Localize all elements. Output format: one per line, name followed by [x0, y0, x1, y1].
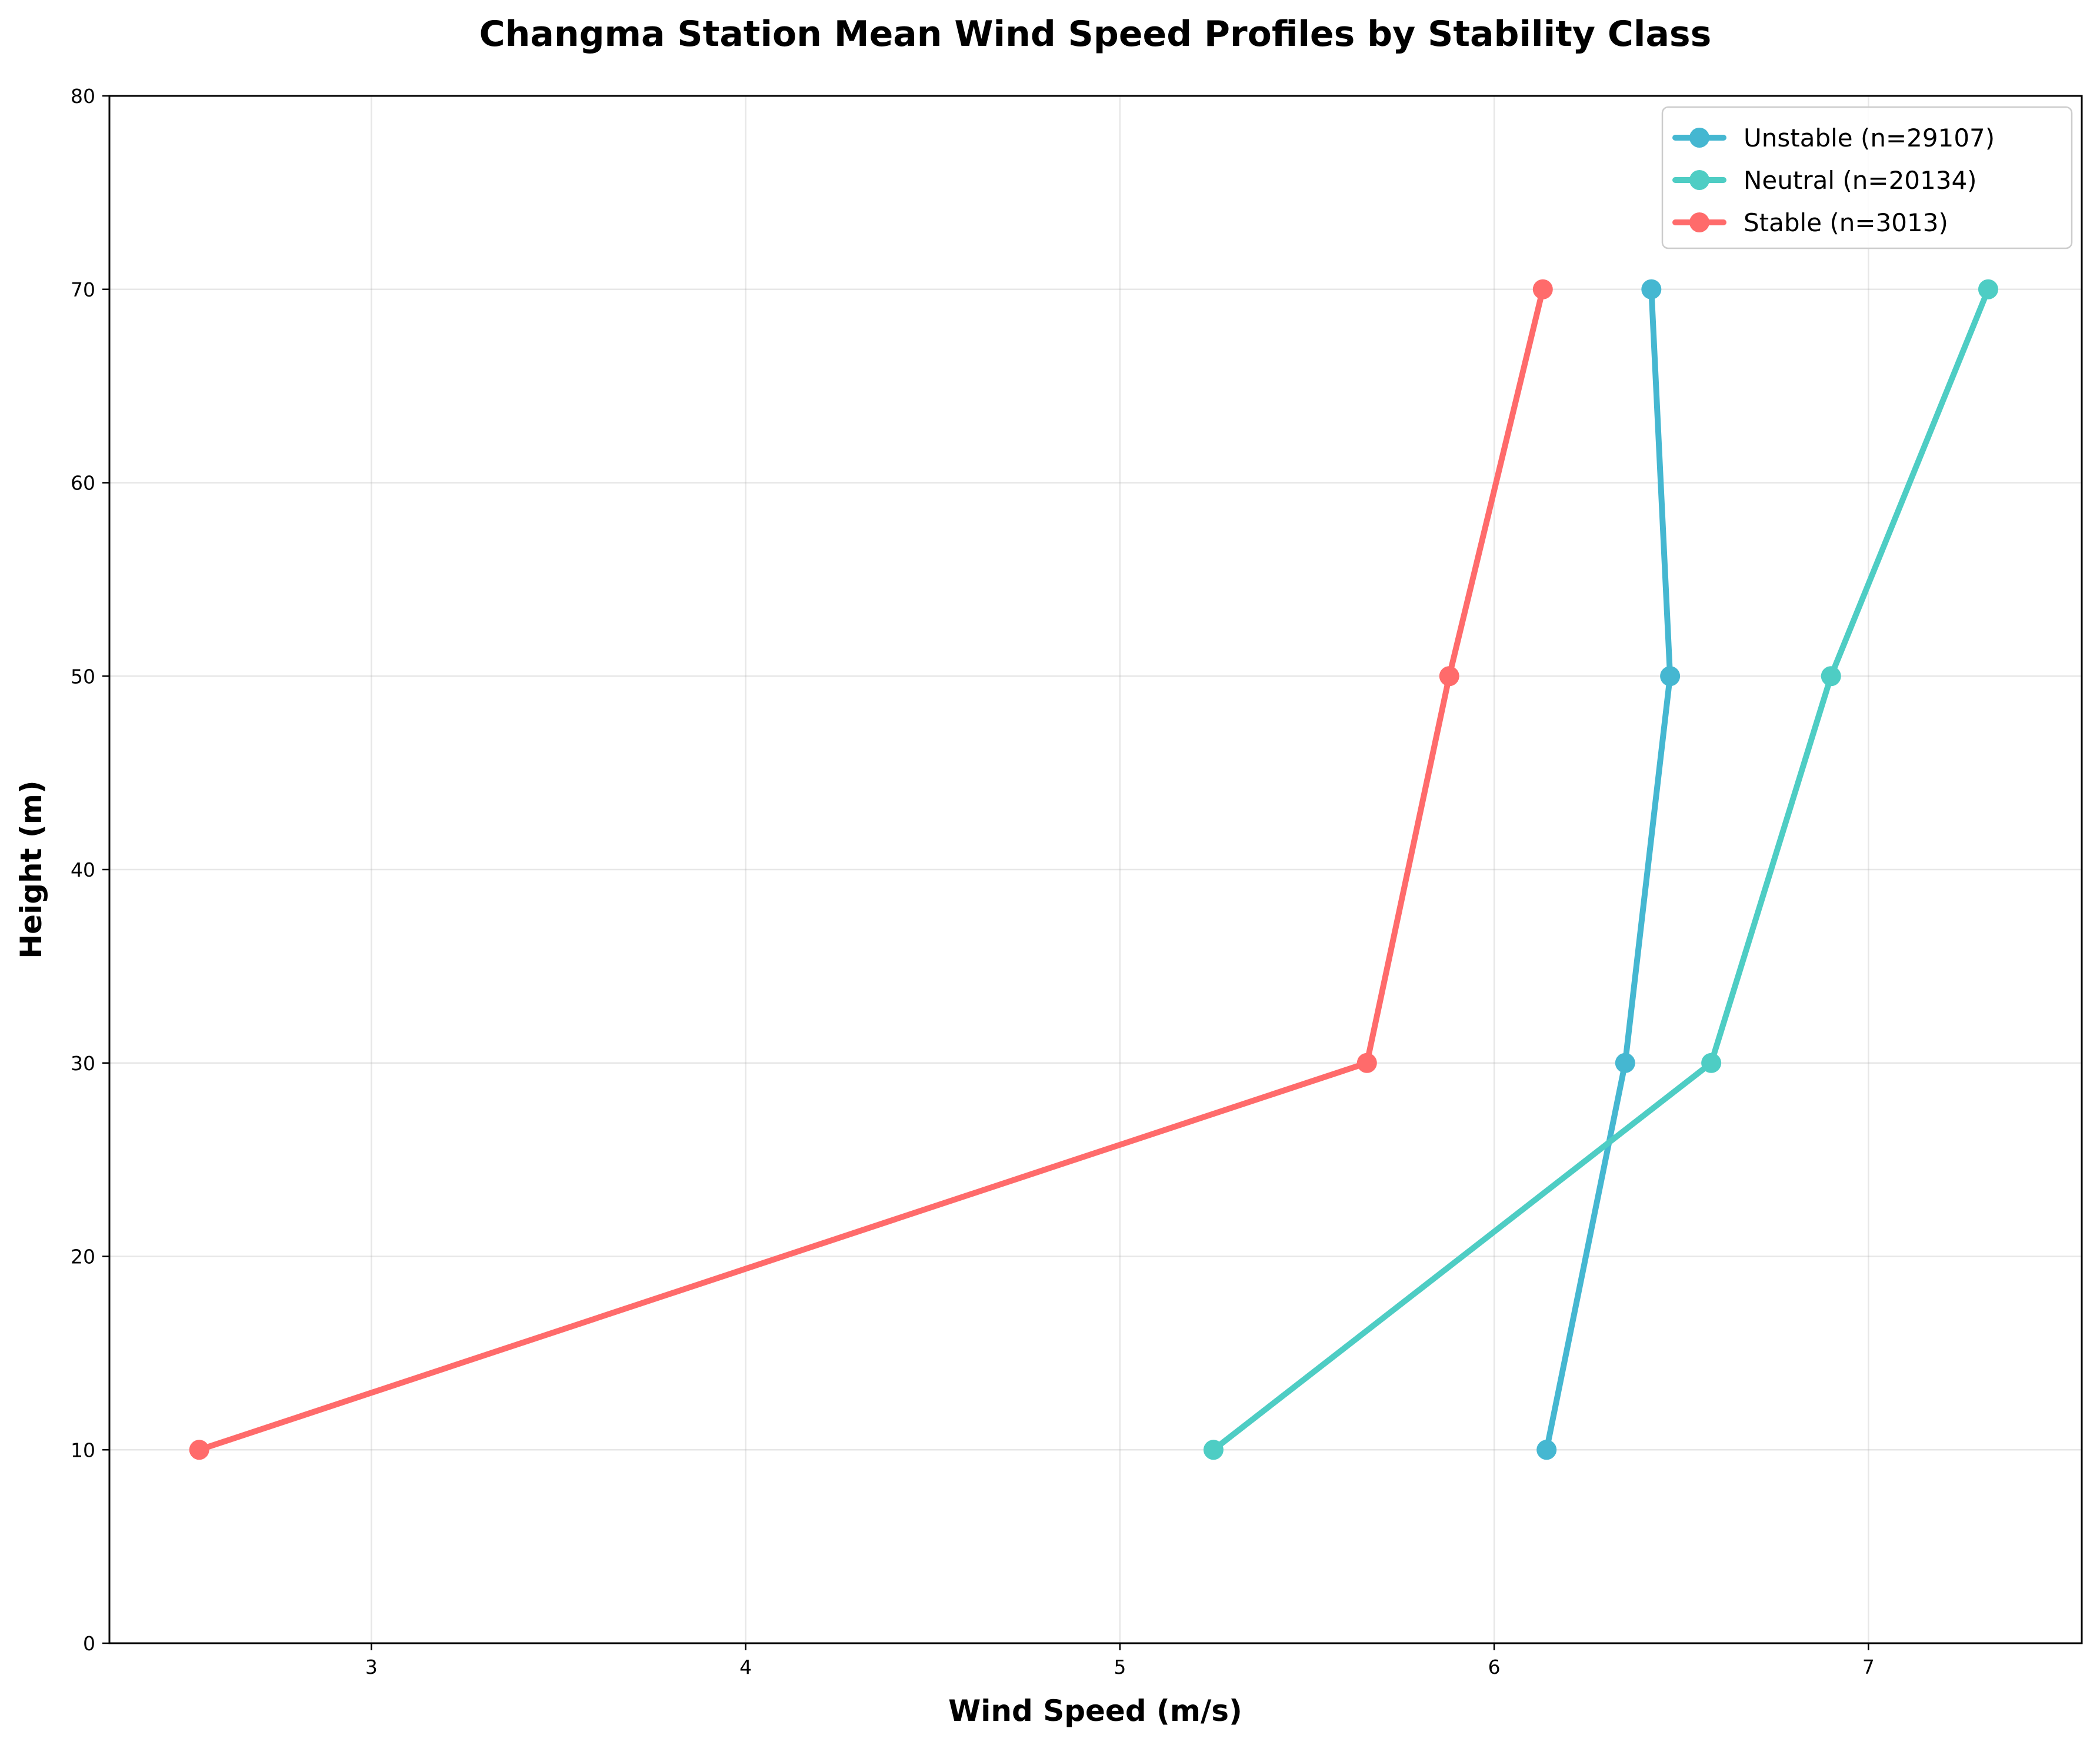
- series-stable: [189, 279, 1553, 1460]
- legend-entry-neutral: Neutral (n=20134): [1672, 166, 1977, 195]
- legend-entry-unstable: Unstable (n=29107): [1672, 124, 1995, 152]
- y-axis-ticks: 0 10 20 30 40 50 60 70 80: [71, 85, 109, 1655]
- series-neutral: [1203, 279, 1998, 1460]
- y-tick-label: 50: [71, 665, 95, 688]
- legend-label-unstable: Unstable (n=29107): [1744, 124, 1995, 152]
- legend-label-stable: Stable (n=3013): [1744, 208, 1948, 237]
- data-point-stable: [1532, 279, 1553, 299]
- x-tick-label: 6: [1488, 1656, 1501, 1679]
- legend-marker-unstable: [1689, 128, 1709, 148]
- x-axis-ticks: 3 4 5 6 7: [365, 1643, 1875, 1679]
- data-point-stable: [189, 1440, 209, 1460]
- legend-box: [1661, 106, 2073, 249]
- y-tick-label: 40: [71, 858, 95, 881]
- data-point-unstable: [1641, 279, 1662, 299]
- legend-label-neutral: Neutral (n=20134): [1744, 166, 1977, 195]
- x-tick-label: 7: [1862, 1656, 1875, 1679]
- y-tick-label: 10: [71, 1438, 95, 1461]
- grid-lines: [109, 96, 2082, 1643]
- legend-marker-stable: [1689, 212, 1709, 232]
- series-unstable: [1536, 279, 1681, 1460]
- legend: Unstable (n=29107) Neutral (n=20134) Stabl…: [1661, 106, 2073, 249]
- x-tick-label: 3: [365, 1656, 378, 1679]
- series-line-unstable: [1544, 286, 1674, 1453]
- data-point-neutral: [1978, 279, 1998, 299]
- y-tick-label: 70: [71, 278, 95, 301]
- y-axis-label: Height (m): [14, 780, 48, 958]
- y-tick-label: 20: [71, 1246, 95, 1268]
- series-line-neutral: [1210, 286, 1991, 1453]
- y-tick-label: 30: [71, 1052, 95, 1075]
- legend-marker-neutral: [1689, 170, 1709, 190]
- x-tick-label: 4: [739, 1656, 752, 1679]
- y-tick-label: 0: [83, 1632, 95, 1655]
- data-point-unstable: [1615, 1053, 1635, 1073]
- x-axis-label: Wind Speed (m/s): [948, 1694, 1242, 1728]
- y-tick-label: 80: [71, 85, 95, 108]
- y-tick-label: 60: [71, 472, 95, 495]
- series-layer: [189, 279, 1998, 1460]
- chart-title: Changma Station Mean Wind Speed Profiles…: [479, 14, 1712, 55]
- data-point-neutral: [1203, 1440, 1224, 1460]
- x-tick-label: 5: [1114, 1656, 1126, 1679]
- data-point-stable: [1356, 1053, 1377, 1073]
- data-point-unstable: [1660, 666, 1681, 687]
- data-point-neutral: [1701, 1053, 1722, 1073]
- series-line-stable: [196, 286, 1546, 1453]
- data-point-stable: [1439, 666, 1459, 687]
- data-point-unstable: [1536, 1440, 1557, 1460]
- data-point-neutral: [1821, 666, 1841, 687]
- legend-entry-stable: Stable (n=3013): [1672, 208, 1948, 237]
